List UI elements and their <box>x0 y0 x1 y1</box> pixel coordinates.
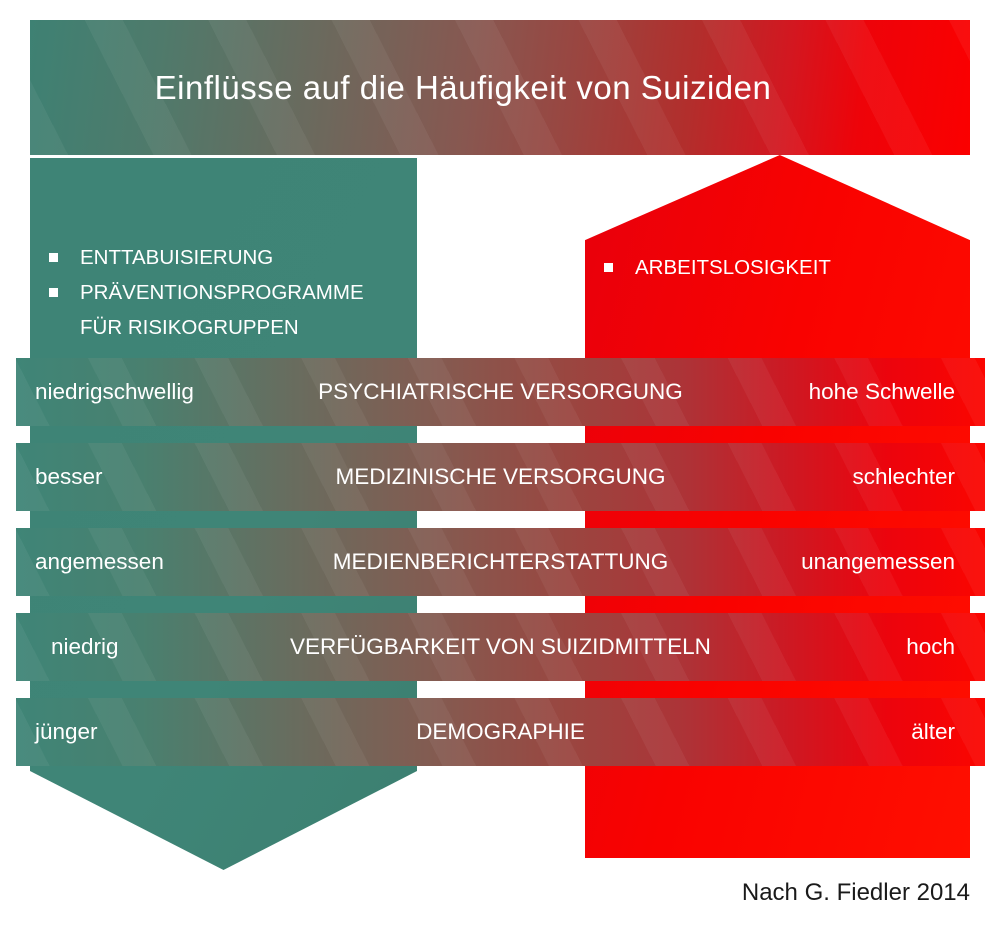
factor-row: besser MEDIZINISCHE VERSORGUNG schlechte… <box>16 443 985 511</box>
factor-row: jünger DEMOGRAPHIE älter <box>16 698 985 766</box>
factor-rows: niedrigschwellig PSYCHIATRISCHE VERSORGU… <box>16 358 985 783</box>
row-center-label: MEDIZINISCHE VERSORGUNG <box>335 464 666 489</box>
list-item-label: ARBEITSLOSIGKEIT <box>635 256 831 279</box>
list-item-label: ENTTABUISIERUNG <box>80 246 274 269</box>
factor-row: niedrigschwellig PSYCHIATRISCHE VERSORGU… <box>16 358 985 426</box>
factor-row: angemessen MEDIENBERICHTERSTATTUNG unang… <box>16 528 985 596</box>
row-right-label: schlechter <box>852 464 955 489</box>
row-center-label: VERFÜGBARKEIT VON SUIZIDMITTELN <box>290 634 711 659</box>
list-item: ARBEITSLOSIGKEIT <box>585 250 970 285</box>
row-left-label: angemessen <box>35 549 164 574</box>
factor-row: niedrig VERFÜGBARKEIT VON SUIZIDMITTELN … <box>16 613 985 681</box>
protective-factors-list: ENTTABUISIERUNG PRÄVENTIONSPROGRAMME FÜR… <box>30 240 417 345</box>
row-left-label: besser <box>35 464 103 489</box>
row-center-label: PSYCHIATRISCHE VERSORGUNG <box>318 379 683 404</box>
row-right-label: älter <box>911 719 955 744</box>
risk-factors-list: ARBEITSLOSIGKEIT <box>585 250 970 285</box>
list-item-label: PRÄVENTIONSPROGRAMME FÜR RISIKOGRUPPEN <box>80 281 364 339</box>
row-center-label: DEMOGRAPHIE <box>416 719 585 744</box>
row-center-label: MEDIENBERICHTERSTATTUNG <box>332 549 669 574</box>
page-title: Einflüsse auf die Häufigkeit von Suizide… <box>154 68 772 106</box>
row-left-label: jünger <box>35 719 98 744</box>
row-left-label: niedrigschwellig <box>35 379 194 404</box>
header-banner: Einflüsse auf die Häufigkeit von Suizide… <box>30 20 970 155</box>
list-item: PRÄVENTIONSPROGRAMME FÜR RISIKOGRUPPEN <box>30 275 417 345</box>
row-right-label: hoch <box>906 634 955 659</box>
row-right-label: unangemessen <box>801 549 955 574</box>
row-right-label: hohe Schwelle <box>808 379 955 404</box>
list-item: ENTTABUISIERUNG <box>30 240 417 275</box>
row-left-label: niedrig <box>51 634 119 659</box>
attribution: Nach G. Fiedler 2014 <box>741 879 970 906</box>
